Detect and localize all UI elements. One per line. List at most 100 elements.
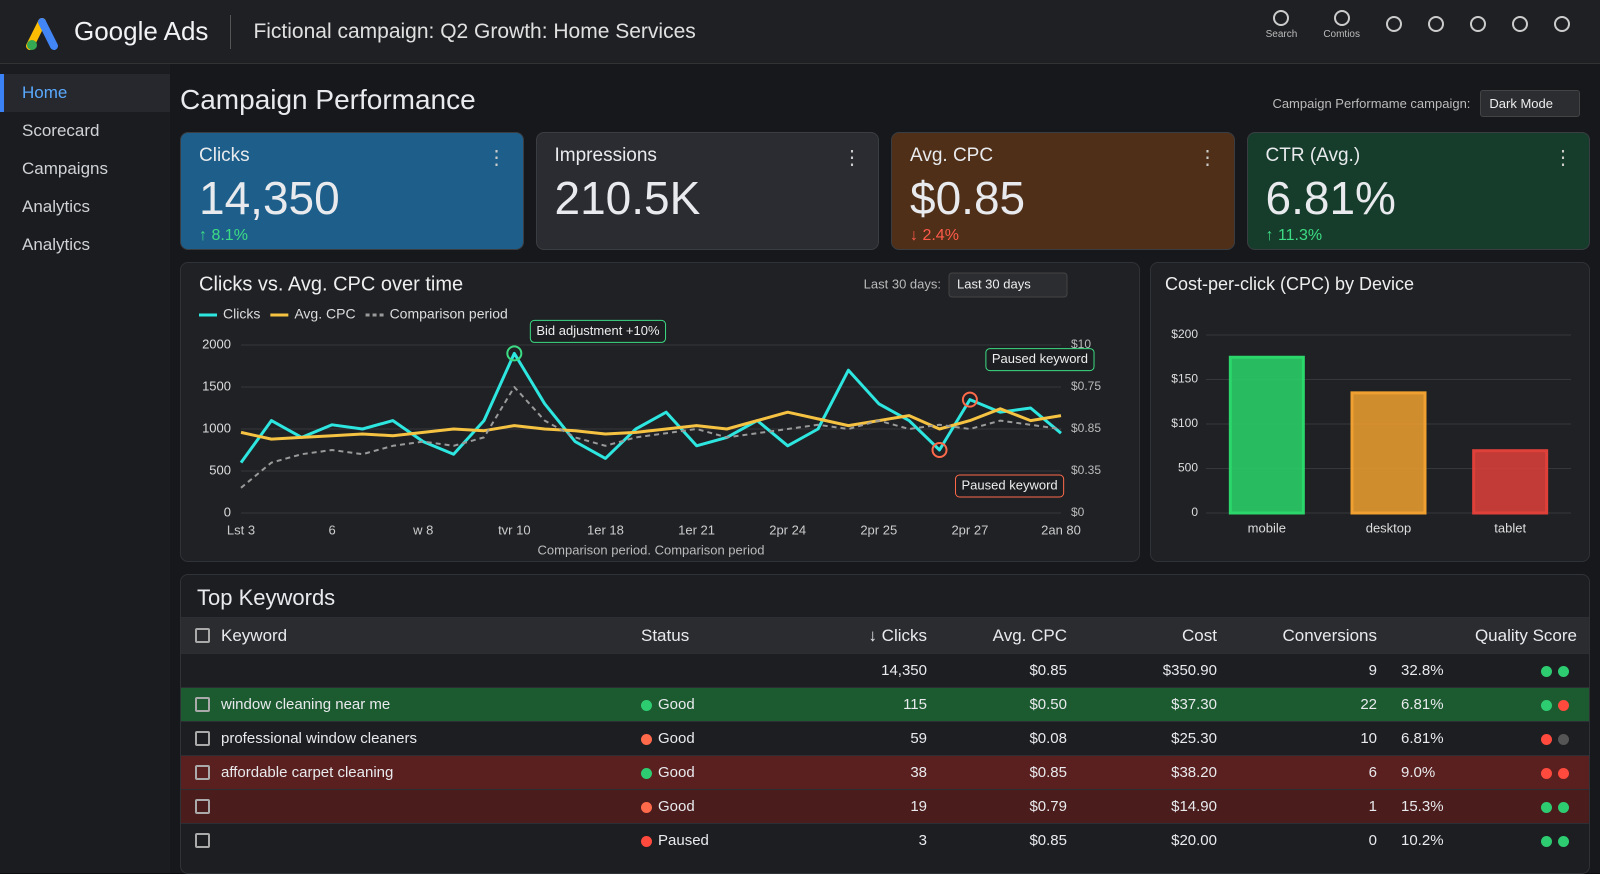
- quality-text: 9.0%: [1401, 764, 1436, 781]
- chart-note: Comparison period. Comparison period: [538, 542, 765, 557]
- kpi-label: Impressions: [554, 145, 657, 166]
- column-header[interactable]: ↓ Clicks: [868, 625, 927, 645]
- bell-icon[interactable]: [1470, 15, 1486, 35]
- legend-label: Comparison period: [390, 306, 508, 322]
- quality-dot: [1558, 699, 1569, 711]
- kpi-label: Avg. CPC: [910, 145, 994, 166]
- checkbox[interactable]: [195, 799, 210, 814]
- keyword: affordable carpet cleaning: [221, 764, 394, 781]
- table-row: affordable carpet cleaning Good 38 $0.85 $38…: [181, 755, 1589, 789]
- checkbox[interactable]: [195, 697, 210, 712]
- nav-item[interactable]: Scorecard: [22, 121, 100, 140]
- quality-dots: [1541, 696, 1575, 713]
- kpi-card: Avg. CPC $0.85 ↓ 2.4% ⋮: [891, 132, 1235, 250]
- table-title: Top Keywords: [197, 585, 336, 610]
- cell: $0.79: [1029, 798, 1067, 815]
- table-row: professional window cleaners Good 59 $0.08 $…: [181, 721, 1589, 755]
- quality-dots: [1541, 764, 1575, 781]
- kpi-label: Clicks: [199, 145, 250, 166]
- table-header: Keyword Status ↓ Clicks Avg. CPC Cost Convers…: [181, 617, 1589, 653]
- bar-chart: Cost-per-click (CPC) by Device 0 500 $100 $1…: [1165, 274, 1571, 535]
- status-dot: [641, 835, 652, 847]
- x-tick-label: 2an 80: [1041, 522, 1081, 537]
- icon-glyph: [1333, 10, 1350, 26]
- cell: $350.90: [1162, 662, 1217, 679]
- bar-panel: Cost-per-click (CPC) by Device 0 500 $100 $1…: [1150, 262, 1590, 562]
- quality-dot: [1558, 801, 1569, 813]
- apps-icon[interactable]: [1512, 15, 1528, 35]
- cell: $38.20: [1171, 764, 1217, 781]
- column-header[interactable]: Avg. CPC: [992, 625, 1067, 645]
- quality-score: 32.8%: [1391, 662, 1589, 679]
- quality-dot: [1558, 665, 1569, 677]
- x-tick-label: 1er 18: [587, 522, 624, 537]
- x-tick-label: 2pr 25: [860, 522, 897, 537]
- x-tick-label: desktop: [1366, 520, 1412, 535]
- status-text: Good: [658, 730, 695, 747]
- kpi-menu[interactable]: ⋮: [486, 147, 507, 169]
- keyword: window cleaning near me: [221, 696, 391, 713]
- bar: [1228, 355, 1305, 515]
- nav-item[interactable]: Analytics: [22, 235, 91, 254]
- kpi-label: CTR (Avg.): [1265, 145, 1361, 166]
- cell: 6: [1368, 764, 1377, 781]
- bar: [1350, 391, 1427, 515]
- checkbox[interactable]: [195, 765, 210, 780]
- kpi-menu[interactable]: ⋮: [842, 147, 862, 169]
- status: Good: [641, 730, 801, 747]
- legend-label: Clicks: [223, 306, 260, 322]
- checkbox[interactable]: [195, 731, 210, 746]
- cell: $37.30: [1171, 696, 1217, 713]
- kpi-change: ↓ 2.4%: [910, 227, 959, 244]
- quality-score: 6.81%: [1391, 696, 1589, 713]
- icon-label: Search: [1265, 29, 1298, 40]
- header-icon[interactable]: Search: [1265, 10, 1298, 40]
- cell: 9: [1368, 662, 1377, 679]
- kpi-value: 210.5K: [554, 172, 701, 224]
- nav-item[interactable]: Home: [0, 74, 170, 112]
- main: Campaign Performance Campaign Performame…: [180, 64, 1590, 874]
- help-icon[interactable]: [1428, 15, 1444, 35]
- icon-glyph: [1554, 15, 1570, 32]
- column-header[interactable]: Conversions: [1282, 625, 1378, 645]
- kpi-menu[interactable]: ⋮: [1197, 147, 1218, 169]
- cell: $0.08: [1029, 730, 1067, 747]
- annotation-marker: [961, 391, 978, 408]
- nav-item[interactable]: Analytics: [22, 197, 91, 216]
- nav-item[interactable]: Campaigns: [22, 159, 108, 178]
- quality-score: 10.2%: [1391, 832, 1589, 849]
- series-line: [239, 351, 1062, 464]
- icon-glyph: [1428, 15, 1444, 32]
- annotation-marker: [506, 345, 523, 362]
- checkbox[interactable]: [195, 628, 210, 643]
- cell: $0.85: [1029, 832, 1067, 849]
- status: Paused: [641, 832, 801, 849]
- column-header[interactable]: Status: [641, 625, 690, 645]
- selector-dropdown[interactable]: Dark Mode: [1480, 90, 1580, 117]
- icon-label: Comtios: [1323, 29, 1360, 40]
- kpi-menu[interactable]: ⋮: [1553, 147, 1573, 169]
- avatar-icon[interactable]: [1554, 15, 1570, 35]
- quality-dot: [1558, 835, 1569, 847]
- y2-tick-label: $0: [1071, 505, 1085, 519]
- column-header[interactable]: Quality Score: [1474, 625, 1577, 645]
- header-icon[interactable]: Comtios: [1323, 10, 1360, 40]
- series-line: [240, 386, 1062, 489]
- kpi-value: $0.85: [910, 172, 1026, 224]
- column-header[interactable]: Cost: [1182, 625, 1217, 645]
- x-tick-label: w 8: [412, 522, 433, 537]
- header: Google Ads Fictional campaign: Q2 Growth…: [0, 0, 1600, 64]
- x-tick-label: 6: [328, 522, 335, 537]
- quality-dot: [1541, 801, 1552, 813]
- kpi-value: 14,350: [199, 172, 340, 224]
- y2-tick-label: $0.35: [1071, 463, 1101, 477]
- checkbox[interactable]: [195, 833, 210, 848]
- icon-glyph: [1470, 15, 1486, 32]
- column-header[interactable]: Keyword: [221, 625, 288, 645]
- status: Good: [641, 696, 801, 713]
- cell: $0.50: [1029, 696, 1067, 713]
- y-tick-label: 2000: [202, 336, 231, 351]
- cell: 38: [910, 764, 927, 781]
- tool-icon[interactable]: [1386, 15, 1402, 35]
